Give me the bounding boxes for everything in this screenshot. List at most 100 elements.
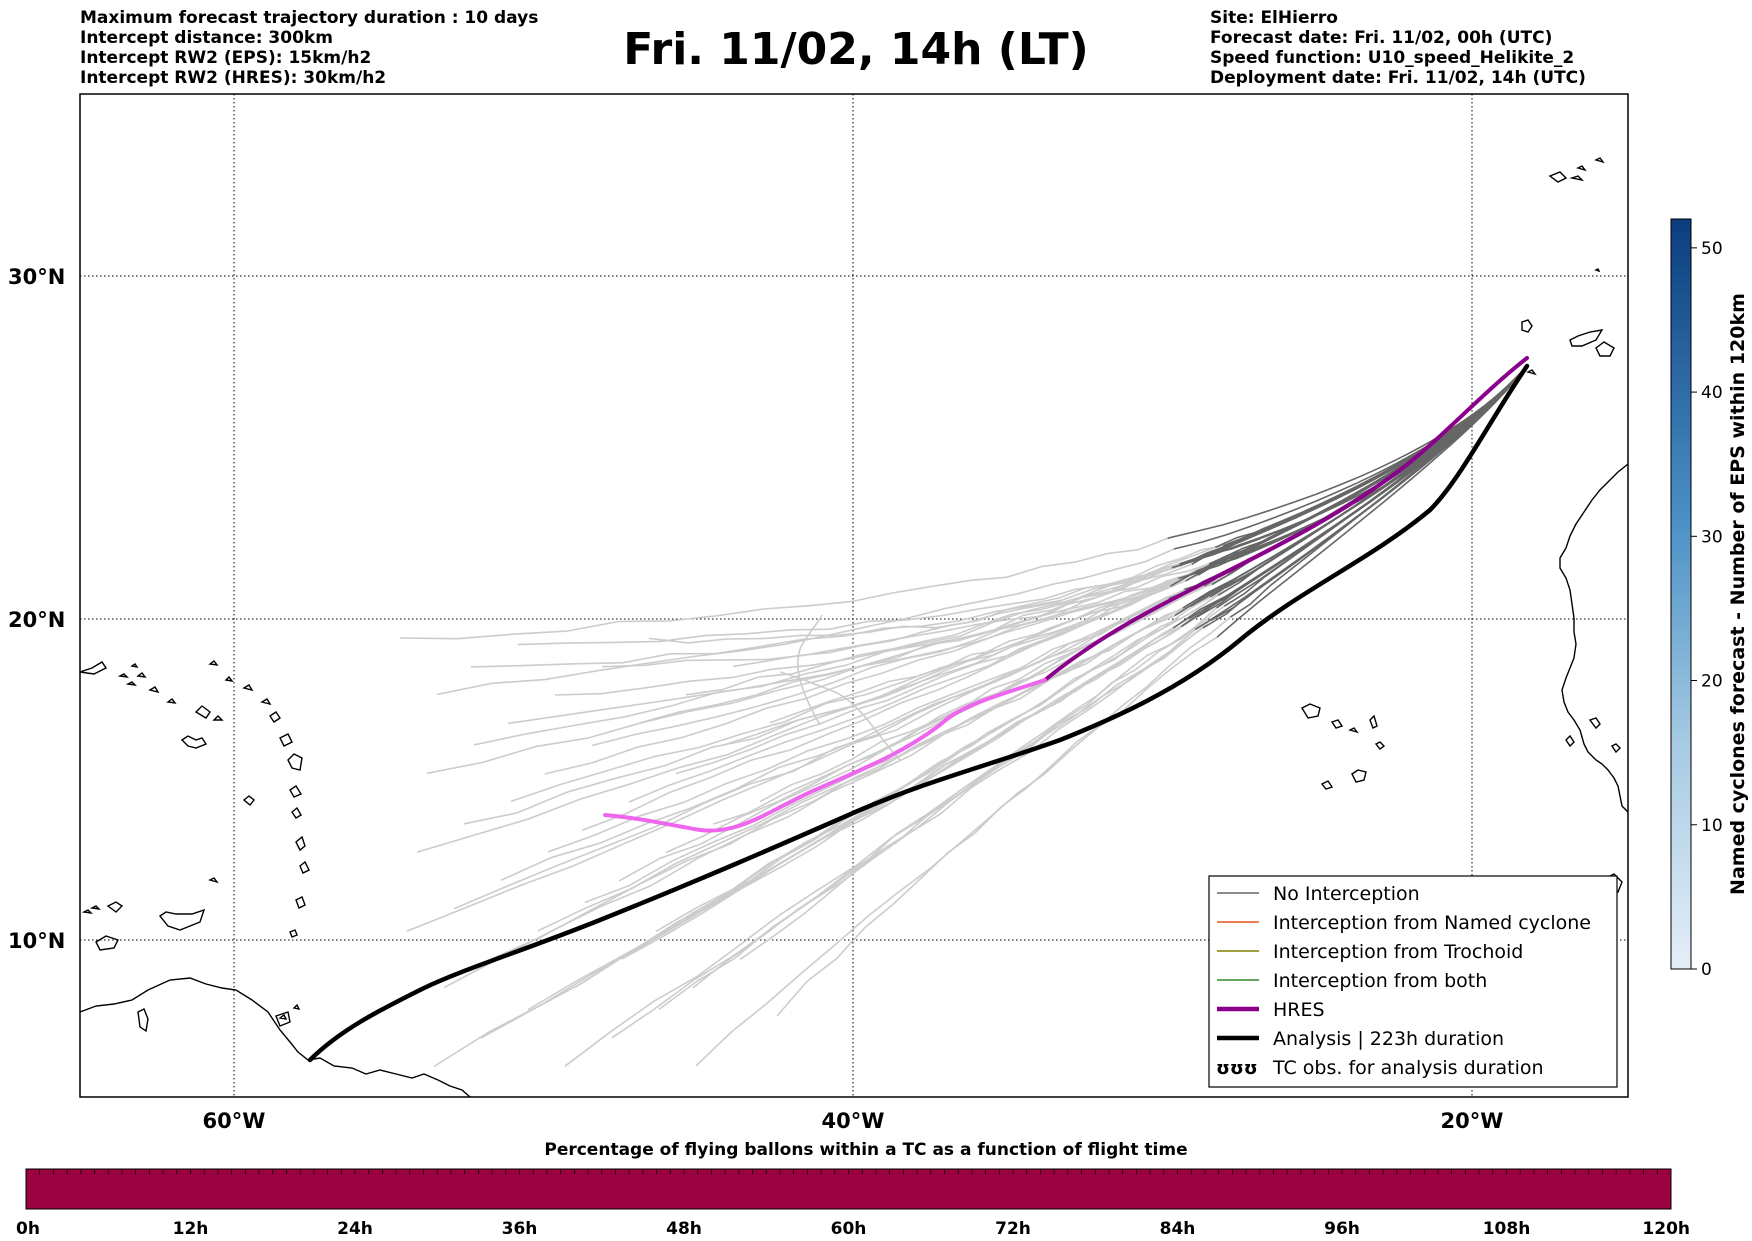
- trajectory-loop: [779, 671, 901, 761]
- coast-virgin-islands: [117, 673, 137, 686]
- colorbar-bottom-tick-label: 96h: [1324, 1219, 1360, 1239]
- legend-label: Analysis | 223h duration: [1273, 1028, 1504, 1050]
- coast-canary-islands: [1521, 319, 1615, 376]
- axis-labels: 30°N 20°N 10°N 60°W 40°W 20°W: [8, 265, 1503, 1133]
- colorbar-right-tick-label: 10: [1701, 816, 1723, 836]
- colorbar-bottom-tick-label: 108h: [1483, 1219, 1531, 1239]
- colorbar-right-tick-label: 0: [1701, 960, 1712, 980]
- trajectory-beyond-window: [490, 607, 1184, 960]
- colorbar-right-ticks: 0 10 20 30 40 50: [1691, 239, 1723, 980]
- lon-label-60w: 60°W: [203, 1109, 266, 1133]
- colorbar-right-tick-label: 20: [1701, 672, 1723, 692]
- coast-leeward-islands: [130, 663, 224, 749]
- trajectory-beyond-window: [628, 566, 1207, 803]
- trajectory-beyond-window: [406, 597, 1170, 932]
- colorbar-right-label: Named cyclones forecast - Number of EPS …: [1727, 293, 1749, 895]
- coast-south-america: [80, 977, 471, 1097]
- trajectory-beyond-window: [776, 616, 1231, 1017]
- colorbar-bottom-tick-label: 36h: [502, 1219, 538, 1239]
- hres-trajectory-early: [1043, 356, 1529, 682]
- colorbar-bottom-tick-label: 120h: [1642, 1219, 1690, 1239]
- colorbar-bottom-tick-label: 60h: [831, 1219, 867, 1239]
- lon-label-20w: 20°W: [1441, 1109, 1504, 1133]
- legend-box: [1208, 875, 1618, 1088]
- legend-label: HRES: [1273, 999, 1325, 1021]
- legend-label: TC obs. for analysis duration: [1272, 1057, 1544, 1079]
- colorbar-right: 0 10 20 30 40 50 Named cyclones forecast - Nu…: [1670, 218, 1749, 980]
- legend-label: Interception from Trochoid: [1273, 941, 1523, 963]
- lon-label-40w: 40°W: [822, 1109, 885, 1133]
- colorbar-bottom-tick-label: 48h: [666, 1219, 702, 1239]
- colorbar-bottom-tick-label: 12h: [173, 1219, 209, 1239]
- trajectory-beyond-window: [443, 614, 1176, 989]
- lat-label-10: 10°N: [8, 929, 65, 953]
- trajectory-beyond-window: [648, 563, 1210, 644]
- trajectory-beyond-window: [399, 537, 1168, 640]
- page-title: Fri. 11/02, 14h (LT): [623, 24, 1089, 75]
- coast-madeira: [1548, 157, 1605, 183]
- coast-senegal-detail: [1565, 717, 1621, 754]
- coast-tobago: [137, 1008, 149, 1033]
- legend-label: Interception from both: [1273, 970, 1487, 992]
- header-right-line: Deployment date: Fri. 11/02, 14h (UTC): [1210, 68, 1586, 88]
- legend-rows: No Interception Interception from Named c…: [1216, 883, 1591, 1079]
- coast-puerto-rico-fragment: [80, 661, 108, 675]
- trajectory-beyond-window: [544, 563, 1193, 775]
- trajectory-no-interception: [1216, 365, 1528, 609]
- header-right-line: Site: ElHierro: [1210, 8, 1338, 28]
- coast-aruba: [81, 905, 101, 914]
- lat-label-30: 30°N: [8, 265, 65, 289]
- coast-cape-verde: [1301, 703, 1386, 790]
- colorbar-bottom-bar: [25, 1168, 1672, 1210]
- header-left-line: Intercept RW2 (HRES): 30km/h2: [80, 68, 387, 88]
- header-right-line: Speed function: U10_speed_Helikite_2: [1210, 48, 1575, 68]
- trajectory-loop: [797, 614, 823, 726]
- trajectory-beyond-window: [500, 588, 1185, 882]
- header-left-line: Intercept distance: 300km: [80, 28, 333, 48]
- trajectory-beyond-window: [554, 572, 1194, 696]
- colorbar-bottom: Percentage of flying ballons within a TC…: [16, 1140, 1690, 1239]
- header-info-left: Maximum forecast trajectory duration : 1…: [80, 8, 538, 88]
- colorbar-bottom-minor-ticks: [39, 1169, 1658, 1174]
- trajectory-beyond-window: [433, 627, 1174, 1068]
- coast-africa: [1559, 463, 1628, 813]
- colorbar-bottom-tick-label: 24h: [337, 1219, 373, 1239]
- analysis-trajectory: [307, 363, 1530, 1063]
- trajectory-beyond-window: [655, 596, 1211, 933]
- map-frame: [79, 93, 1629, 1098]
- trajectory-beyond-window: [547, 586, 1193, 853]
- header-left-line: Maximum forecast trajectory duration : 1…: [80, 8, 539, 28]
- trajectory-beyond-window: [416, 585, 1171, 853]
- lat-label-20: 20°N: [8, 608, 65, 632]
- colorbar-right-bar: [1670, 218, 1692, 970]
- colorbar-bottom-ticks: 0h 12h 24h 36h 48h 60h 72h 84h 96h 108h 120h: [16, 1219, 1690, 1239]
- header-left-line: Intercept RW2 (EPS): 15km/h2: [80, 48, 372, 68]
- trajectory-beyond-window: [453, 596, 1178, 910]
- coast-lesser-antilles: [208, 660, 310, 1020]
- colorbar-right-tick-label: 50: [1701, 239, 1723, 259]
- colorbar-bottom-tick-label: 0h: [16, 1219, 40, 1239]
- colorbar-right-tick-label: 40: [1701, 383, 1723, 403]
- legend: No Interception Interception from Named c…: [1208, 875, 1618, 1088]
- colorbar-bottom-tick-label: 72h: [995, 1219, 1031, 1239]
- hres-trajectory-late: [603, 678, 1047, 833]
- header-info-right: Site: ElHierro Forecast date: Fri. 11/02…: [1210, 8, 1586, 88]
- trajectory-beyond-window: [470, 563, 1180, 668]
- legend-label: No Interception: [1273, 883, 1420, 905]
- coast-trinidad: [275, 1011, 291, 1027]
- trajectory-beyond-window: [581, 574, 1199, 832]
- colorbar-bottom-title: Percentage of flying ballons within a TC…: [544, 1140, 1187, 1160]
- trajectory-beyond-window: [517, 561, 1188, 646]
- trajectory-beyond-window: [537, 605, 1191, 932]
- trajectory-beyond-window: [507, 580, 1186, 725]
- map-content: [80, 94, 1628, 1097]
- legend-label: Interception from Named cyclone: [1273, 912, 1591, 934]
- gridlines: [80, 94, 1628, 1097]
- trajectory-beyond-window: [692, 607, 1218, 989]
- colorbar-bottom-tick-label: 84h: [1160, 1219, 1196, 1239]
- trajectory-beyond-window: [601, 570, 1202, 668]
- trajectory-no-interception: [1185, 365, 1528, 582]
- trajectory-beyond-window: [591, 555, 1201, 747]
- coast-grenada-tobago: [95, 795, 255, 951]
